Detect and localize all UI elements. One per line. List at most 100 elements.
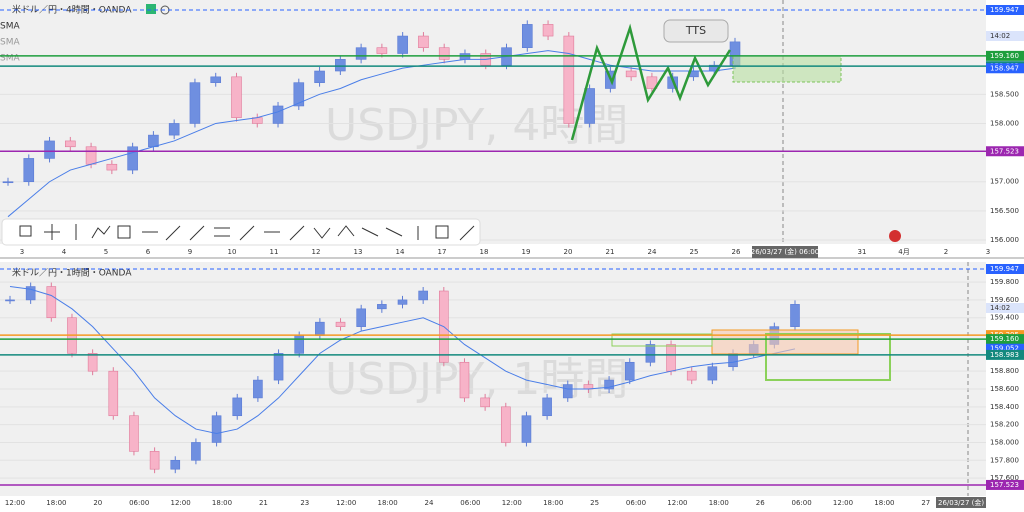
price-marker-bg — [986, 50, 1024, 61]
x-tick-label: 12:00 — [171, 499, 191, 507]
candle — [148, 134, 159, 148]
x-tick-label: 4 — [62, 248, 67, 256]
candle — [686, 370, 697, 381]
price-marker-bg — [986, 343, 1024, 354]
price-marker: 159.947 — [990, 265, 1019, 273]
candle — [272, 105, 284, 124]
candle — [707, 366, 718, 381]
price-marker: 159.947 — [990, 6, 1019, 14]
x-tick-label: 3 — [986, 248, 990, 256]
candle — [108, 370, 119, 417]
candle — [563, 35, 575, 124]
price-marker-bg — [986, 146, 1024, 157]
candle — [480, 397, 490, 408]
indicator: SMA — [0, 22, 20, 32]
countdown-bg — [986, 303, 1024, 313]
candle — [584, 88, 595, 124]
x-tick-label: 12:00 — [336, 499, 356, 507]
indicator: SMA — [0, 38, 20, 48]
price-marker: 159.160 — [990, 52, 1019, 60]
candle — [231, 76, 242, 118]
candle — [44, 140, 55, 159]
x-tick-label: 5 — [104, 248, 108, 256]
y-tick-label: 158.600 — [990, 385, 1019, 393]
cursor-label: 26/03/27 (金) 06:00 — [751, 247, 820, 256]
y-tick-label: 159.800 — [990, 278, 1019, 286]
y-tick-label: 157.000 — [990, 178, 1019, 186]
pattern-line — [570, 23, 732, 141]
candle — [87, 353, 98, 372]
candle — [377, 304, 387, 310]
candle — [418, 35, 429, 49]
candle — [25, 286, 36, 301]
candle — [253, 379, 263, 399]
candle — [85, 146, 97, 165]
x-tick-label: 24 — [648, 248, 657, 256]
chart-title: 米ドル／円・1時間・OANDA — [12, 267, 132, 279]
candle — [625, 70, 637, 78]
price-marker: 158.983 — [990, 351, 1019, 359]
candle — [211, 415, 222, 443]
x-tick-label: 06:00 — [129, 499, 149, 507]
y-tick-label: 159.600 — [990, 296, 1019, 304]
x-tick-label: 18:00 — [212, 499, 232, 507]
candle — [438, 47, 450, 60]
price-marker-bg — [986, 264, 1024, 274]
price-marker: 158.947 — [990, 64, 1019, 72]
candle — [397, 35, 408, 54]
badge — [663, 19, 729, 43]
price-marker: 157.523 — [990, 481, 1019, 489]
candle — [418, 290, 428, 301]
candle — [624, 361, 635, 381]
x-tick-label: 21 — [259, 499, 268, 507]
price-marker: 159.160 — [990, 335, 1019, 343]
x-tick-label: 3 — [20, 248, 24, 256]
x-tick-label: 6 — [146, 248, 151, 256]
x-tick-label: 20 — [93, 499, 102, 507]
candle — [397, 299, 408, 305]
y-tick-label: 158.400 — [990, 403, 1019, 411]
badge-text: TTS — [685, 24, 706, 37]
x-tick-label: 18 — [480, 248, 489, 256]
price-marker-bg — [986, 349, 1024, 360]
candle — [232, 397, 243, 417]
x-tick-label: 18:00 — [46, 499, 66, 507]
countdown-bg — [986, 31, 1024, 41]
zone-box — [611, 333, 713, 347]
x-tick-label: 18:00 — [874, 499, 894, 507]
candle — [46, 286, 57, 319]
x-tick-label: 12 — [312, 248, 321, 256]
candle — [189, 82, 201, 124]
candle — [562, 384, 573, 399]
candle — [500, 406, 511, 443]
cursor-label-bg — [936, 497, 986, 508]
x-tick-label: 10 — [228, 248, 237, 256]
x-tick-label: 12:00 — [5, 499, 25, 507]
x-tick-label: 06:00 — [626, 499, 646, 507]
candle — [355, 47, 367, 60]
candle — [191, 442, 201, 461]
pane-bg — [0, 0, 986, 244]
cursor-label-bg — [752, 246, 818, 258]
candle — [315, 321, 325, 336]
flag-icon — [889, 230, 901, 242]
toolbar-icons — [19, 224, 475, 241]
price-marker: 157.523 — [990, 147, 1019, 155]
y-tick-label: 157.800 — [990, 456, 1019, 464]
x-tick-label: 25 — [590, 499, 599, 507]
x-tick-label: 18:00 — [543, 499, 563, 507]
x-tick-label: 12:00 — [833, 499, 853, 507]
plot — [0, 20, 986, 479]
x-tick-label: 31 — [858, 248, 867, 256]
zone-box — [765, 333, 891, 381]
x-tick-label: 18:00 — [709, 499, 729, 507]
y-tick-label: 156.500 — [990, 207, 1019, 215]
x-tick-label: 11 — [270, 248, 279, 256]
candle — [127, 146, 138, 171]
x-tick-label: 12:00 — [667, 499, 687, 507]
y-tick-label: 158.500 — [990, 90, 1019, 98]
cursor-label: 26/03/27 (金) 06 — [938, 498, 996, 507]
x-tick-label: 06:00 — [460, 499, 480, 507]
price-marker-bg — [986, 334, 1024, 345]
toolbar[interactable] — [1, 218, 481, 246]
